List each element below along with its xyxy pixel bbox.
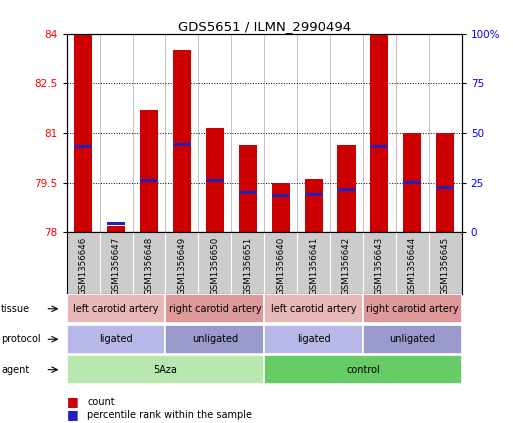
- Bar: [206, 179, 224, 182]
- Bar: [239, 191, 257, 194]
- Bar: [264, 325, 363, 354]
- Bar: [67, 325, 165, 354]
- Bar: [165, 325, 264, 354]
- Title: GDS5651 / ILMN_2990494: GDS5651 / ILMN_2990494: [177, 20, 351, 33]
- Bar: [140, 110, 158, 232]
- Text: protocol: protocol: [1, 334, 41, 344]
- Bar: [74, 145, 92, 148]
- Text: GSM1356650: GSM1356650: [210, 237, 220, 295]
- Bar: [403, 181, 421, 184]
- Bar: [264, 355, 462, 384]
- Text: GSM1356644: GSM1356644: [408, 237, 417, 295]
- Text: GSM1356640: GSM1356640: [276, 237, 285, 295]
- Text: percentile rank within the sample: percentile rank within the sample: [87, 409, 252, 420]
- Text: GSM1356646: GSM1356646: [78, 237, 88, 295]
- Text: unligated: unligated: [389, 334, 436, 344]
- Bar: [363, 294, 462, 323]
- Text: GSM1356649: GSM1356649: [177, 237, 186, 295]
- Bar: [239, 145, 257, 232]
- Text: ligated: ligated: [99, 334, 133, 344]
- Bar: [165, 294, 264, 323]
- Bar: [107, 222, 125, 225]
- Text: GSM1356641: GSM1356641: [309, 237, 318, 295]
- Text: left carotid artery: left carotid artery: [271, 304, 357, 314]
- Text: GSM1356648: GSM1356648: [145, 237, 153, 295]
- Bar: [403, 133, 421, 232]
- Bar: [140, 179, 158, 182]
- Text: agent: agent: [1, 365, 29, 375]
- Bar: [363, 325, 462, 354]
- Text: GSM1356643: GSM1356643: [375, 237, 384, 295]
- Text: GSM1356642: GSM1356642: [342, 237, 351, 295]
- Text: GSM1356645: GSM1356645: [441, 237, 450, 295]
- Text: count: count: [87, 397, 115, 407]
- Bar: [271, 183, 290, 232]
- Text: right carotid artery: right carotid artery: [168, 304, 261, 314]
- Text: GSM1356647: GSM1356647: [111, 237, 121, 295]
- Bar: [107, 225, 125, 232]
- Bar: [305, 193, 323, 196]
- Text: left carotid artery: left carotid artery: [73, 304, 159, 314]
- Bar: [264, 294, 363, 323]
- Bar: [436, 186, 455, 189]
- Bar: [67, 355, 264, 384]
- Text: ligated: ligated: [297, 334, 330, 344]
- Bar: [173, 143, 191, 146]
- Bar: [271, 194, 290, 198]
- Bar: [173, 50, 191, 232]
- Text: 5Aza: 5Aza: [153, 365, 177, 375]
- Text: unligated: unligated: [192, 334, 238, 344]
- Bar: [206, 128, 224, 232]
- Text: ■: ■: [67, 396, 78, 408]
- Bar: [370, 145, 388, 148]
- Bar: [338, 188, 356, 191]
- Bar: [370, 36, 388, 232]
- Bar: [74, 36, 92, 232]
- Text: ■: ■: [67, 408, 78, 421]
- Bar: [67, 294, 165, 323]
- Text: control: control: [346, 365, 380, 375]
- Bar: [305, 179, 323, 232]
- Text: right carotid artery: right carotid artery: [366, 304, 459, 314]
- Bar: [338, 145, 356, 232]
- Text: GSM1356651: GSM1356651: [243, 237, 252, 295]
- Bar: [436, 133, 455, 232]
- Text: tissue: tissue: [1, 304, 30, 314]
